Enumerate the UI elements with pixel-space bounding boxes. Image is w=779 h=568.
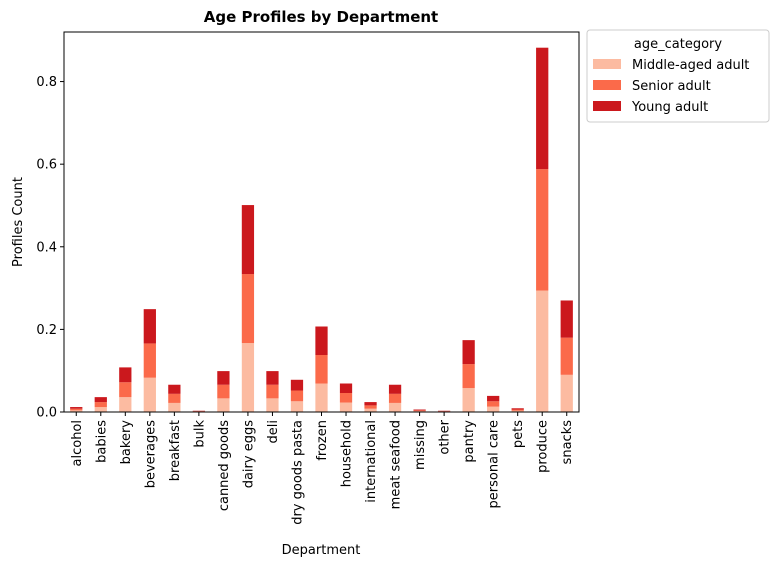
bar-segment: [462, 340, 475, 365]
chart-title: Age Profiles by Department: [204, 8, 438, 26]
x-tick-label: breakfast: [168, 420, 183, 481]
bar-segment: [119, 367, 132, 383]
x-tick-label: beverages: [143, 420, 158, 489]
x-tick-label: canned goods: [217, 420, 232, 511]
legend-label: Middle-aged adult: [632, 58, 749, 73]
bar-segment: [315, 326, 328, 355]
y-tick-label: 0.4: [36, 240, 57, 255]
bar-segment: [290, 401, 304, 412]
bar-segment: [143, 377, 156, 412]
bar-segment: [388, 402, 402, 412]
y-tick-label: 0.0: [36, 406, 57, 421]
bar-segment: [266, 384, 279, 399]
x-tick-label: meat seafood: [389, 420, 404, 509]
bar-segment: [511, 408, 524, 410]
x-tick-label: other: [438, 419, 453, 454]
x-tick-label: produce: [536, 420, 551, 473]
x-tick-label: bulk: [192, 420, 207, 448]
bar-segment: [462, 364, 475, 389]
y-axis-label: Profiles Count: [11, 177, 26, 267]
bar-segment: [266, 398, 279, 412]
legend-swatch: [593, 80, 621, 90]
legend-title: age_category: [634, 37, 722, 52]
bar-segment: [266, 371, 279, 385]
bar-segment: [413, 410, 426, 412]
bar-segment: [388, 393, 402, 403]
y-axis: 0.0 0.2 0.4 0.6 0.8: [36, 75, 64, 421]
y-tick-label: 0.6: [36, 158, 57, 173]
y-tick-label: 0.8: [36, 75, 57, 90]
bar-segment: [315, 383, 328, 412]
bar-segment: [315, 355, 328, 384]
bar-segment: [487, 406, 500, 412]
x-tick-label: personal care: [487, 420, 502, 508]
x-tick-label: frozen: [315, 420, 330, 461]
bar-segment: [364, 408, 377, 412]
bar-segment: [560, 374, 573, 412]
legend-swatch: [593, 101, 621, 111]
legend-swatch: [593, 59, 621, 69]
bar-segment: [241, 343, 255, 412]
x-tick-label: household: [340, 420, 355, 487]
bar-segment: [560, 300, 573, 338]
bar-segment: [290, 390, 304, 402]
x-tick-label: bakery: [119, 420, 134, 465]
bars-group: [70, 47, 573, 412]
bar-segment: [94, 397, 107, 403]
legend: age_category Middle-aged adult Senior adu…: [586, 29, 770, 123]
x-tick-label: dry goods pasta: [290, 420, 305, 525]
bar-segment: [94, 402, 107, 408]
bar-segment: [119, 397, 132, 412]
legend-label: Senior adult: [632, 79, 711, 94]
bar-segment: [364, 402, 377, 406]
x-axis: alcohol babies bakery beverages breakfast bul…: [70, 412, 575, 525]
x-tick-label: snacks: [560, 420, 575, 465]
bar-segment: [487, 395, 500, 402]
bar-segment: [462, 388, 475, 412]
bar-segment: [364, 405, 377, 409]
x-tick-label: deli: [266, 420, 281, 443]
bar-segment: [339, 393, 353, 403]
bar-segment: [70, 408, 83, 411]
bar-segment: [168, 393, 181, 403]
legend-label: Young adult: [631, 100, 708, 115]
bar-segment: [487, 401, 500, 407]
bar-segment: [413, 409, 426, 411]
bar-segment: [241, 205, 255, 275]
bar-segment: [217, 371, 230, 385]
x-tick-label: missing: [413, 420, 428, 470]
bar-segment: [241, 274, 255, 344]
bar-segment: [339, 402, 353, 412]
x-tick-label: babies: [94, 420, 109, 463]
x-axis-label: Department: [282, 543, 361, 558]
x-tick-label: pantry: [462, 420, 477, 463]
bar-segment: [536, 290, 549, 412]
bar-segment: [511, 410, 524, 412]
bar-segment: [168, 384, 181, 394]
legend-items: Middle-aged adult Senior adult Young adult: [593, 58, 749, 115]
bar-segment: [560, 337, 573, 375]
x-tick-label: dairy eggs: [241, 420, 256, 489]
bar-segment: [536, 47, 549, 170]
bar-segment: [217, 398, 230, 412]
bar-segment: [511, 409, 524, 411]
bar-segment: [94, 407, 107, 412]
bar-segment: [339, 383, 353, 393]
bar-segment: [388, 384, 402, 394]
bar-segment: [217, 384, 230, 399]
bar-segment: [290, 379, 304, 391]
bar-segment: [536, 169, 549, 291]
bar-segment: [70, 410, 83, 412]
x-tick-label: alcohol: [70, 420, 85, 466]
bar-segment: [143, 309, 156, 344]
bar-segment: [143, 343, 156, 378]
bar-segment: [70, 407, 83, 409]
x-tick-label: pets: [511, 420, 526, 448]
bar-segment: [119, 382, 132, 398]
bar-segment: [168, 402, 181, 412]
legend-frame: [586, 29, 770, 123]
y-tick-label: 0.2: [36, 323, 57, 338]
x-tick-label: international: [364, 420, 379, 503]
